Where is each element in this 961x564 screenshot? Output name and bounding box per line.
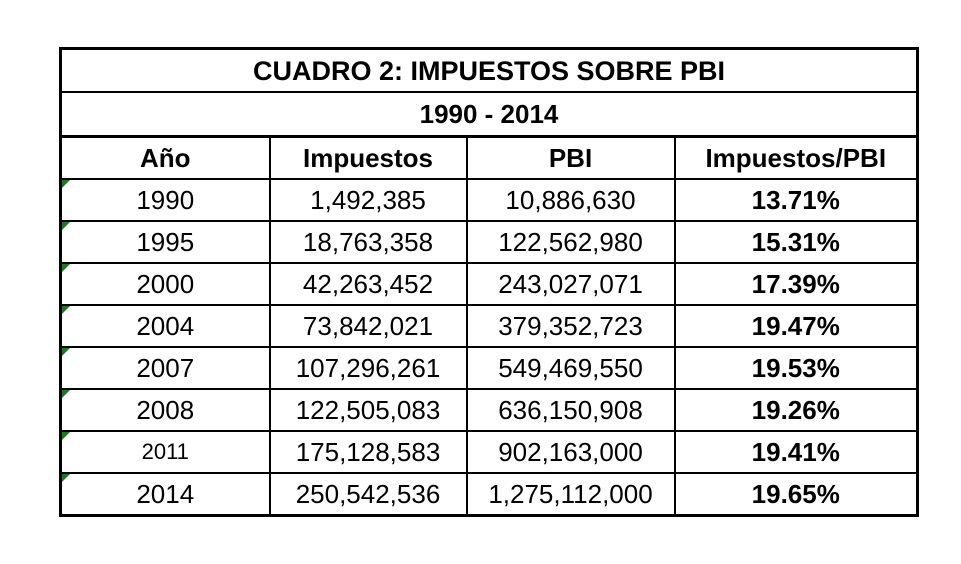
year-cell: 2008 [59,388,271,432]
table-body: CUADRO 2: IMPUESTOS SOBRE PBI 1990 - 201… [59,47,919,517]
value-cell: 1,275,112,000 [465,472,676,517]
value-cell: 107,296,261 [268,346,468,390]
column-header: Impuestos [268,135,468,180]
value-cell: 902,163,000 [465,430,676,474]
value-cell: 175,128,583 [268,430,468,474]
data-row: 2007 107,296,261 549,469,550 19.53% [59,346,919,390]
data-row: 2008 122,505,083 636,150,908 19.26% [59,388,919,432]
value-cell: 122,505,083 [268,388,468,432]
year-cell: 2007 [59,346,271,390]
data-row: 1995 18,763,358 122,562,980 15.31% [59,220,919,264]
year-cell: 1990 [59,178,271,222]
ratio-cell: 19.41% [673,430,919,474]
value-cell: 243,027,071 [465,262,676,306]
data-row: 2014 250,542,536 1,275,112,000 19.65% [59,472,919,517]
table-wrap: CUADRO 2: IMPUESTOS SOBRE PBI 1990 - 201… [59,47,920,517]
subtitle-row: 1990 - 2014 [59,91,919,138]
value-cell: 636,150,908 [465,388,676,432]
year-cell: 2004 [59,304,271,348]
table-subtitle: 1990 - 2014 [59,91,919,138]
value-cell: 73,842,021 [268,304,468,348]
data-row: 2011 175,128,583 902,163,000 19.41% [59,430,919,474]
data-table: CUADRO 2: IMPUESTOS SOBRE PBI 1990 - 201… [59,47,920,517]
header-row: Año Impuestos PBI Impuestos/PBI [59,135,919,180]
data-row: 2000 42,263,452 243,027,071 17.39% [59,262,919,306]
column-header: Impuestos/PBI [673,135,919,180]
year-cell: 2000 [59,262,271,306]
value-cell: 42,263,452 [268,262,468,306]
data-row: 1990 1,492,385 10,886,630 13.71% [59,178,919,222]
ratio-cell: 15.31% [673,220,919,264]
value-cell: 250,542,536 [268,472,468,517]
ratio-cell: 19.53% [673,346,919,390]
value-cell: 10,886,630 [465,178,676,222]
ratio-cell: 13.71% [673,178,919,222]
year-cell: 1995 [59,220,271,264]
column-header: PBI [465,135,676,180]
year-cell: 2014 [59,472,271,517]
data-row: 2004 73,842,021 379,352,723 19.47% [59,304,919,348]
title-row: CUADRO 2: IMPUESTOS SOBRE PBI [59,47,919,93]
year-cell: 2011 [59,430,271,474]
column-header: Año [59,135,271,180]
value-cell: 18,763,358 [268,220,468,264]
value-cell: 549,469,550 [465,346,676,390]
ratio-cell: 17.39% [673,262,919,306]
value-cell: 1,492,385 [268,178,468,222]
ratio-cell: 19.26% [673,388,919,432]
value-cell: 122,562,980 [465,220,676,264]
ratio-cell: 19.47% [673,304,919,348]
value-cell: 379,352,723 [465,304,676,348]
table-title: CUADRO 2: IMPUESTOS SOBRE PBI [59,47,919,93]
ratio-cell: 19.65% [673,472,919,517]
